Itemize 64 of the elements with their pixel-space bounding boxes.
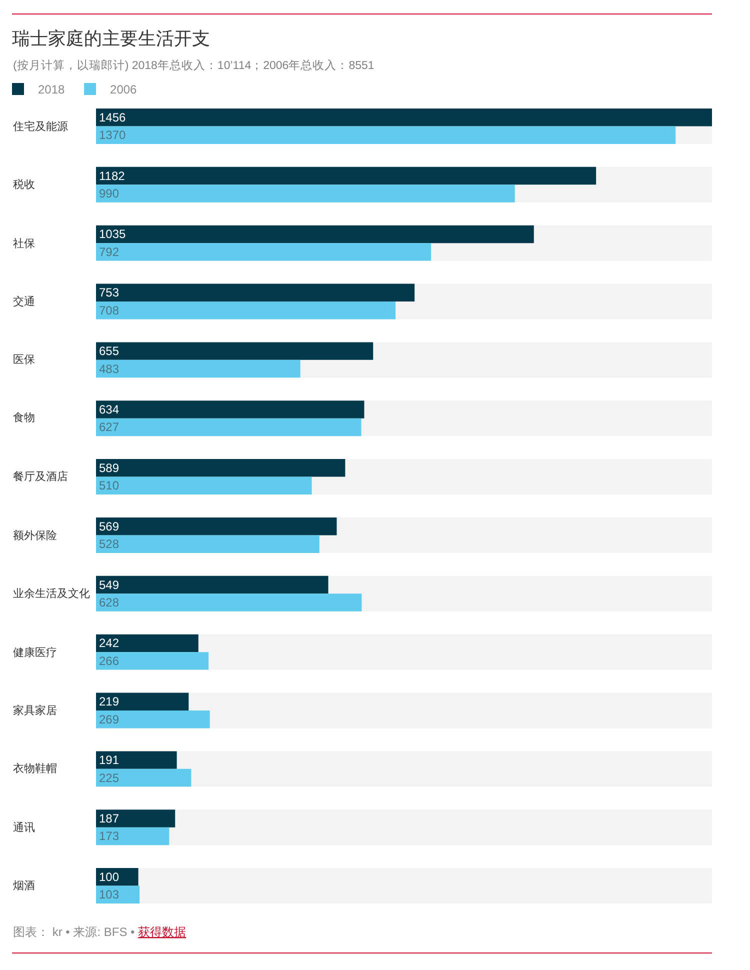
data-label: 549	[99, 578, 120, 592]
chart-title: 瑞士家庭的主要生活开支	[12, 28, 210, 48]
bar	[96, 827, 170, 846]
bar	[96, 576, 328, 594]
bar	[96, 459, 346, 477]
data-label: 266	[99, 654, 120, 668]
data-label: 225	[99, 770, 120, 785]
data-label: 100	[99, 870, 120, 884]
y-tick-label: 餐厅及酒店	[13, 470, 68, 483]
bar	[96, 810, 176, 828]
bar	[96, 108, 712, 126]
legend-label: 2018	[38, 82, 66, 97]
bar	[96, 652, 209, 670]
bar	[96, 634, 198, 652]
data-label: 1370	[99, 128, 126, 142]
y-tick-label: 医保	[13, 354, 35, 366]
bar	[96, 476, 312, 495]
y-tick-label: 通讯	[13, 821, 35, 834]
y-tick-label: 家具家居	[13, 704, 57, 717]
data-label: 589	[99, 460, 120, 475]
y-tick-label: 交通	[13, 295, 35, 308]
data-label: 753	[99, 286, 120, 300]
legend-label: 2006	[110, 82, 138, 97]
data-label: 569	[99, 519, 120, 534]
data-label: 103	[99, 888, 120, 902]
y-tick-label: 健康医疗	[13, 646, 57, 659]
data-label: 173	[99, 829, 120, 844]
data-label: 1035	[99, 227, 126, 242]
y-tick-label: 住宅及能源	[13, 120, 68, 133]
data-label: 191	[99, 753, 120, 768]
data-label: 990	[99, 186, 120, 201]
data-label: 528	[99, 537, 120, 552]
data-label: 1456	[99, 110, 126, 124]
bar	[96, 535, 320, 553]
text: 获得数据	[138, 925, 186, 939]
data-label: 628	[99, 596, 120, 610]
data-label: 708	[99, 303, 120, 318]
data-label: 510	[99, 478, 120, 493]
data-label: 483	[99, 362, 120, 376]
y-tick-label: 食物	[13, 412, 35, 424]
bar	[96, 692, 189, 710]
text: 图表： kr • 来源: BFS •	[13, 925, 135, 939]
data-label: 655	[99, 344, 120, 358]
data-label: 187	[99, 811, 120, 826]
data-label: 634	[99, 402, 120, 416]
bar	[96, 517, 337, 536]
bar	[96, 751, 177, 769]
y-tick-label: 额外保险	[13, 529, 57, 542]
data-label: 219	[99, 694, 120, 709]
data-label: 269	[99, 712, 120, 726]
data-label: 792	[99, 244, 120, 259]
y-tick-label: 衣物鞋帽	[13, 762, 57, 775]
bar	[96, 710, 210, 728]
data-label: 242	[99, 636, 120, 650]
data-label: 627	[99, 420, 120, 434]
y-tick-label: 税收	[13, 178, 35, 191]
data-label: 1182	[99, 168, 126, 183]
y-tick-label: 业余生活及文化	[13, 587, 90, 600]
bar	[96, 360, 300, 378]
y-tick-label: 烟酒	[13, 879, 35, 892]
y-tick-label: 社保	[13, 237, 35, 250]
chart-subtitle: (按月计算，以瑞郎计) 2018年总收入：10’114；2006年总收入：8551	[13, 58, 374, 72]
bar	[96, 768, 192, 787]
bar	[96, 868, 138, 886]
